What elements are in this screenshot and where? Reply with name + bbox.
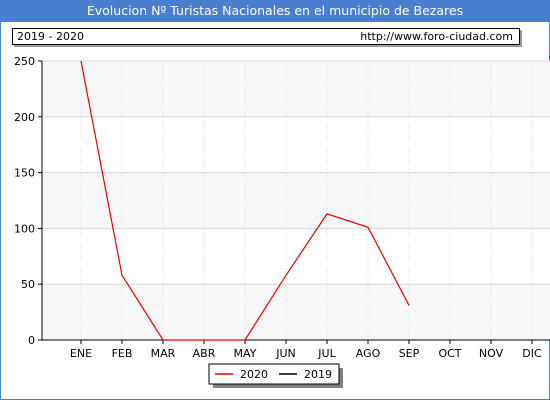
x-tick-label: JUL <box>317 347 336 360</box>
x-tick-label: MAR <box>151 347 176 360</box>
plot-area <box>42 61 550 340</box>
x-tick-label: ABR <box>193 347 216 360</box>
grid-band <box>42 116 550 173</box>
y-tick-label: 250 <box>14 55 35 68</box>
y-tick-label: 150 <box>14 167 35 180</box>
x-tick-label: FEB <box>112 347 133 360</box>
legend-label-2020: 2020 <box>240 368 268 381</box>
chart-title: Evolucion Nº Turistas Nacionales en el m… <box>0 0 550 22</box>
x-tick-labels: ENE FEB MAR ABR MAY JUN JUL AGO SEP OCT NOV DIC <box>70 340 542 360</box>
x-tick-label: ENE <box>70 347 92 360</box>
x-tick-label: JUN <box>275 347 296 360</box>
y-tick-label: 200 <box>14 111 35 124</box>
x-tick-label: SEP <box>399 347 420 360</box>
legend-label-2019: 2019 <box>304 368 332 381</box>
legend-box <box>208 363 340 385</box>
y-tick-label: 100 <box>14 222 35 235</box>
x-tick-label: AGO <box>356 347 381 360</box>
axes <box>41 61 550 341</box>
grid-lines <box>42 60 550 341</box>
series-line-2020 <box>80 60 410 341</box>
x-tick-label: NOV <box>479 347 504 360</box>
x-tick-label: OCT <box>438 347 461 360</box>
series-lines <box>80 60 410 341</box>
period-label: 2019 - 2020 <box>17 30 84 43</box>
info-bar: 2019 - 2020 http://www.foro-ciudad.com <box>12 28 520 45</box>
y-tick-label: 50 <box>21 278 35 291</box>
y-tick-label: 0 <box>28 334 35 347</box>
x-tick-label: MAY <box>234 347 257 360</box>
source-url: http://www.foro-ciudad.com <box>360 30 513 43</box>
y-tick-labels: 0 50 100 150 200 250 <box>14 55 42 347</box>
legend: 2020 2019 <box>208 363 343 388</box>
grid-band <box>42 228 550 285</box>
x-tick-label: DIC <box>522 347 542 360</box>
